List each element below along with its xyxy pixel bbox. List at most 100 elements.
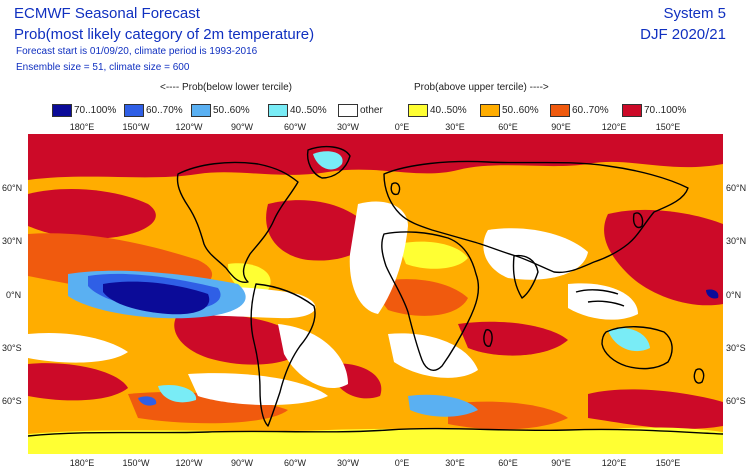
probability-map xyxy=(28,134,723,454)
shade-60-70-below xyxy=(138,396,157,406)
legend-label: 40..50% xyxy=(290,104,327,116)
legend-item: 40..50% xyxy=(268,101,327,119)
lon-label-top: 150°W xyxy=(122,122,150,132)
lon-label-bottom: 90°W xyxy=(230,458,254,468)
legend-label: 70..100% xyxy=(74,104,117,116)
lat-label-left: 30°N xyxy=(2,236,23,246)
legend-label: 70..100% xyxy=(644,104,687,116)
legend-swatch xyxy=(622,103,642,117)
lon-label-bottom: 150°W xyxy=(122,458,150,468)
lon-label-top: 120°E xyxy=(601,122,627,132)
shade-60-70-above xyxy=(448,401,568,430)
shade-70-100-above xyxy=(28,363,128,401)
above-tercile-hint: Prob(above upper tercile) ----> xyxy=(414,82,549,93)
lon-label-top: 90°W xyxy=(230,122,254,132)
lon-label-bottom: 90°E xyxy=(551,458,571,468)
coastline-europe-asia xyxy=(383,160,689,274)
coastline-madagascar xyxy=(483,329,493,347)
coastline-australia xyxy=(601,326,673,370)
shade-70-100-below xyxy=(706,289,719,299)
legend-item: 70..100% xyxy=(622,101,686,119)
lat-label-right: 60°N xyxy=(726,183,747,193)
lat-label-right: 0°N xyxy=(726,290,742,300)
forecast-title: ECMWF Seasonal Forecast xyxy=(14,5,200,22)
lon-label-bottom: 30°E xyxy=(445,458,465,468)
shade-40-50-below xyxy=(313,151,343,170)
system-label: System 5 xyxy=(663,5,726,22)
legend-item: 70..100% xyxy=(52,101,116,119)
lon-label-bottom: 30°W xyxy=(336,458,360,468)
shade-50-60-above xyxy=(388,190,488,223)
legend-item: 60..70% xyxy=(550,101,609,119)
shade-70-100-above xyxy=(588,389,723,429)
legend-label: 60..70% xyxy=(572,104,609,116)
shade-40-50-above xyxy=(28,427,723,454)
legend-swatch xyxy=(408,103,428,117)
lon-label-top: 120°W xyxy=(175,122,203,132)
lon-label-bottom: 120°E xyxy=(601,458,627,468)
lat-label-right: 30°S xyxy=(726,343,746,353)
shade-70-100-above xyxy=(28,189,156,239)
coastline-greenland xyxy=(306,145,351,179)
legend-item: 60..70% xyxy=(124,101,183,119)
legend-swatch xyxy=(191,103,211,117)
coastline-south-america xyxy=(250,283,316,427)
lon-label-top: 90°E xyxy=(551,122,571,132)
shade-50-60-below xyxy=(408,394,478,417)
shade-70-100-below xyxy=(103,281,210,315)
lon-label-bottom: 150°E xyxy=(655,458,681,468)
shade-other xyxy=(349,201,408,314)
lon-label-bottom: 60°W xyxy=(283,458,307,468)
legend-label: 50..60% xyxy=(502,104,539,116)
shade-other xyxy=(188,373,328,406)
legend-item: 40..50% xyxy=(408,101,467,119)
lat-label-left: 60°S xyxy=(2,396,22,406)
coastline-africa xyxy=(381,231,480,371)
lon-label-top: 60°W xyxy=(283,122,307,132)
lon-label-bottom: 60°E xyxy=(498,458,518,468)
shade-40-50-below xyxy=(608,328,650,352)
ensemble-size-line: Ensemble size = 51, climate size = 600 xyxy=(16,62,190,73)
legend-item: 50..60% xyxy=(480,101,539,119)
shade-other xyxy=(28,332,128,363)
shade-70-100-above xyxy=(266,200,370,261)
shade-70-100-above xyxy=(604,209,723,306)
legend-swatch xyxy=(52,103,72,117)
lat-label-right: 30°N xyxy=(726,236,747,246)
lat-label-left: 30°S xyxy=(2,343,22,353)
legend-swatch xyxy=(338,103,358,117)
coastline-antarctica xyxy=(28,427,723,437)
lon-label-top: 150°E xyxy=(655,122,681,132)
shade-other xyxy=(388,333,478,378)
lon-label-top: 60°E xyxy=(498,122,518,132)
legend-label: 60..70% xyxy=(146,104,183,116)
forecast-start-line: Forecast start is 01/09/20, climate peri… xyxy=(16,46,258,57)
coastline-indonesia xyxy=(575,289,625,307)
lon-label-bottom: 0°E xyxy=(394,458,410,468)
shade-70-100-above xyxy=(28,134,723,180)
lat-label-right: 60°S xyxy=(726,396,746,406)
legend-label: 50..60% xyxy=(213,104,250,116)
legend-item: other xyxy=(338,101,383,119)
shade-40-50-above xyxy=(398,241,468,269)
lon-label-top: 30°E xyxy=(445,122,465,132)
legend-item: 50..60% xyxy=(191,101,250,119)
lon-label-top: 30°W xyxy=(336,122,360,132)
shade-60-70-above xyxy=(368,279,468,316)
coastline-uk xyxy=(390,182,401,196)
legend-label: other xyxy=(360,104,383,116)
legend-label: 40..50% xyxy=(430,104,467,116)
legend-swatch xyxy=(124,103,144,117)
coastline-japan xyxy=(632,212,644,229)
legend-swatch xyxy=(480,103,500,117)
coastline-new-zealand xyxy=(693,368,705,384)
legend-swatch xyxy=(268,103,288,117)
lat-label-left: 0°N xyxy=(6,290,22,300)
lat-label-left: 60°N xyxy=(2,183,23,193)
lon-label-top: 0°E xyxy=(394,122,410,132)
coastline-india xyxy=(512,254,539,299)
coastline-north-america xyxy=(176,161,299,283)
below-tercile-hint: <---- Prob(below lower tercile) xyxy=(160,82,292,93)
legend-swatch xyxy=(550,103,570,117)
variable-subtitle: Prob(most likely category of 2m temperat… xyxy=(14,26,315,43)
